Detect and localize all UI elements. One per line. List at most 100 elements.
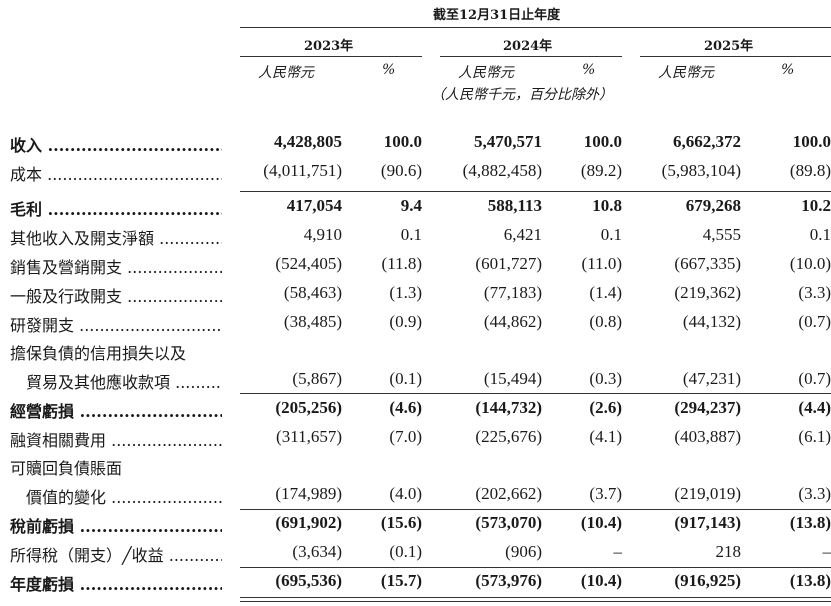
pct-2025-cell: (10.0): [789, 254, 831, 273]
pct-2024-cell: (4.1): [589, 427, 622, 446]
amount-2024-cell: (4,882,458): [462, 161, 542, 180]
pct-2023-cell: (4.6): [389, 398, 422, 417]
amount-2023-cell: 4,910: [303, 225, 342, 244]
pct-2023-cell: (0.9): [389, 312, 422, 331]
leader-dots: ........................................: [168, 546, 222, 565]
amount-2025-cell: (917,143): [674, 513, 741, 532]
amount-2024-cell: 5,470,571: [474, 132, 542, 151]
pct-2025-cell: –: [822, 542, 831, 561]
pct-2023-cell: (0.1): [389, 369, 422, 388]
amount-2025-cell: (219,019): [674, 484, 741, 503]
unit-rmb-2024: 人民幣元: [458, 65, 514, 81]
leader-dots: ........................................: [79, 517, 222, 536]
pct-2024-cell: –: [613, 542, 623, 561]
period-caption: 截至12月31日止年度: [433, 8, 561, 23]
row-label: 毛利 .....................................…: [10, 196, 222, 220]
amount-2023-cell: (311,657): [276, 427, 342, 446]
pct-2024-cell: (10.4): [580, 513, 622, 532]
pct-2024-cell: (0.8): [589, 312, 622, 331]
row-label: 融資相關費用 .................................…: [10, 427, 222, 451]
leader-dots: ........................................: [111, 431, 222, 450]
pct-2023-cell: 0.1: [400, 225, 422, 244]
pct-2024-cell: (3.7): [589, 484, 622, 503]
amount-2024-cell: (225,676): [475, 427, 542, 446]
leader-dots: ........................................: [79, 316, 222, 335]
year-2025: 2025年: [704, 39, 754, 54]
pct-2025-cell: (0.7): [798, 312, 831, 331]
pct-2025-cell: (3.3): [798, 484, 831, 503]
year-rule-2023: [240, 56, 422, 57]
amount-2025-cell: 679,268: [685, 196, 741, 215]
unit-pct-2024: %: [582, 62, 596, 78]
row-label: 研發開支 ...................................…: [10, 312, 222, 336]
row-label: 銷售及營銷開支 ................................…: [10, 254, 222, 278]
pct-2025-cell: 100.0: [792, 132, 831, 151]
leader-dots: ........................................: [79, 575, 222, 594]
amount-2023-cell: (695,536): [275, 571, 342, 590]
year-2024: 2024年: [503, 39, 553, 54]
year-2023: 2023年: [304, 39, 354, 54]
row-label: 成本 .....................................…: [10, 161, 222, 185]
pct-2024-cell: (1.4): [589, 283, 622, 302]
amount-2024-cell: (44,862): [483, 312, 542, 331]
amount-2023-cell: (4,011,751): [263, 161, 342, 180]
amount-2023-cell: (174,989): [275, 484, 342, 503]
amount-2024-cell: (202,662): [475, 484, 542, 503]
pct-2024-cell: (0.3): [589, 369, 622, 388]
amount-2023-cell: (524,405): [275, 254, 342, 273]
amount-2023-cell: (3,634): [292, 542, 342, 561]
header-rule: [240, 27, 831, 28]
pct-2025-cell: (13.8): [789, 571, 831, 590]
pct-2024-cell: (89.2): [580, 161, 622, 180]
amount-2024-cell: (573,070): [475, 513, 542, 532]
pct-2025-cell: (3.3): [798, 283, 831, 302]
pct-2025-cell: (13.8): [789, 513, 831, 532]
pct-2023-cell: (15.7): [380, 571, 422, 590]
amount-2025-cell: 4,555: [702, 225, 741, 244]
amount-2025-cell: (916,925): [674, 571, 741, 590]
pct-2024-cell: (2.6): [589, 398, 622, 417]
total-rule-double-1: [240, 597, 831, 598]
pct-2024-cell: 100.0: [583, 132, 622, 151]
amount-2023-cell: (58,463): [283, 283, 342, 302]
leader-dots: ........................................: [79, 402, 222, 421]
amount-2025-cell: 218: [715, 542, 742, 561]
amount-2023-cell: (5,867): [292, 369, 342, 388]
row-label: 擔保負債的信用損失以及: [10, 344, 187, 363]
subtotal-rule-expenses: [240, 393, 831, 394]
leader-dots: ........................................: [127, 287, 222, 306]
pct-2025-cell: (0.7): [798, 369, 831, 388]
year-rule-2024: [440, 56, 622, 57]
amount-2025-cell: (219,362): [674, 283, 741, 302]
subtotal-rule-cost: [240, 191, 831, 192]
pct-2024-cell: 0.1: [600, 225, 622, 244]
leader-dots: ........................................: [111, 488, 222, 507]
pct-2025-cell: (6.1): [798, 427, 831, 446]
unit-pct-2025: %: [781, 62, 795, 78]
pct-2025-cell: 10.2: [801, 196, 831, 215]
amount-2024-cell: (15,494): [483, 369, 542, 388]
row-label: 所得稅（開支）╱收益 .............................…: [10, 542, 222, 566]
pct-2024-cell: (11.0): [581, 254, 622, 273]
amount-2025-cell: (294,237): [674, 398, 741, 417]
row-label: 收入 .....................................…: [10, 132, 222, 156]
unit-rmb-2025: 人民幣元: [658, 65, 714, 81]
amount-2025-cell: (403,887): [674, 427, 741, 446]
amount-2023-cell: 417,054: [286, 196, 342, 215]
amount-2024-cell: (77,183): [483, 283, 542, 302]
pct-2023-cell: (4.0): [389, 484, 422, 503]
row-label: 其他收入及開支淨額 ..............................…: [10, 225, 222, 249]
unit-note: （人民幣千元，百分比除外）: [431, 87, 613, 103]
pct-2025-cell: 0.1: [809, 225, 831, 244]
amount-2023-cell: (691,902): [275, 513, 342, 532]
pct-2024-cell: (10.4): [580, 571, 622, 590]
amount-2024-cell: (601,727): [475, 254, 542, 273]
amount-2024-cell: (906): [505, 542, 542, 561]
pct-2023-cell: 100.0: [383, 132, 422, 151]
amount-2023-cell: 4,428,805: [274, 132, 342, 151]
pct-2023-cell: 9.4: [400, 196, 422, 215]
pct-2023-cell: (0.1): [389, 542, 422, 561]
row-label: 經營虧損 ...................................…: [10, 398, 222, 422]
leader-dots: ........................................: [47, 165, 222, 184]
pct-2023-cell: (15.6): [380, 513, 422, 532]
